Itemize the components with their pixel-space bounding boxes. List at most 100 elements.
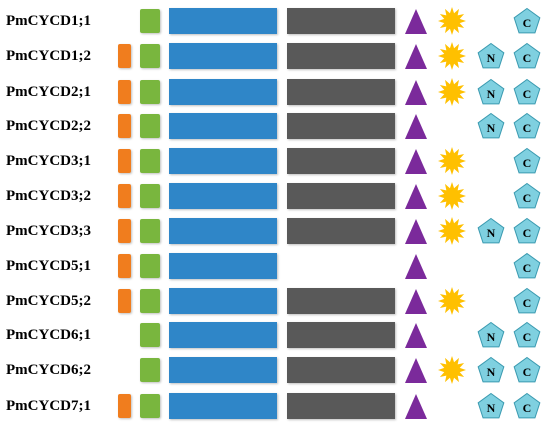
c-pentagon-icon: C [513, 217, 541, 244]
starburst-icon [438, 182, 466, 210]
c-pentagon-letter: C [523, 296, 532, 310]
c-pentagon-letter: C [523, 16, 532, 30]
gene-row: PmCYCD6;2 N C [0, 356, 550, 384]
n-pentagon-letter: N [487, 51, 496, 65]
blue-domain-bar [169, 253, 277, 279]
blue-domain-bar [169, 8, 277, 34]
triangle-icon [405, 254, 427, 279]
orange-motif-box [118, 80, 131, 104]
c-pentagon-letter: C [523, 191, 532, 205]
blue-domain-bar [169, 79, 277, 105]
gray-domain-bar [287, 148, 395, 174]
c-pentagon-letter: C [523, 121, 532, 135]
green-motif-box [140, 44, 160, 68]
blue-domain-bar [169, 183, 277, 209]
c-pentagon-letter: C [523, 330, 532, 344]
starburst-icon [438, 7, 466, 35]
n-pentagon-letter: N [487, 226, 496, 240]
green-motif-box [140, 323, 160, 347]
orange-motif-box [118, 289, 131, 313]
n-pentagon-letter: N [487, 401, 496, 415]
triangle-icon [405, 80, 427, 105]
gene-label: PmCYCD2;2 [6, 118, 91, 134]
n-pentagon-icon: N [477, 321, 505, 348]
orange-motif-box [118, 394, 131, 418]
gene-label: PmCYCD1;1 [6, 13, 91, 29]
triangle-icon [405, 114, 427, 139]
c-pentagon-icon: C [513, 392, 541, 419]
blue-domain-bar [169, 288, 277, 314]
green-motif-box [140, 358, 160, 382]
gene-label: PmCYCD6;1 [6, 327, 91, 343]
gene-row: PmCYCD5;2 C [0, 287, 550, 315]
triangle-icon [405, 44, 427, 69]
gray-domain-bar [287, 43, 395, 69]
gene-row: PmCYCD1;2 N C [0, 42, 550, 70]
c-pentagon-icon: C [513, 321, 541, 348]
blue-domain-bar [169, 148, 277, 174]
triangle-icon [405, 323, 427, 348]
gene-label: PmCYCD5;2 [6, 293, 91, 309]
blue-domain-bar [169, 113, 277, 139]
c-pentagon-icon: C [513, 147, 541, 174]
n-pentagon-icon: N [477, 112, 505, 139]
starburst-icon [438, 287, 466, 315]
triangle-icon [405, 219, 427, 244]
starburst-icon [438, 42, 466, 70]
green-motif-box [140, 289, 160, 313]
n-pentagon-icon: N [477, 392, 505, 419]
green-motif-box [140, 114, 160, 138]
blue-domain-bar [169, 43, 277, 69]
n-pentagon-letter: N [487, 330, 496, 344]
gene-label: PmCYCD3;2 [6, 188, 91, 204]
gene-row: PmCYCD1;1 C [0, 7, 550, 35]
gene-row: PmCYCD6;1 N C [0, 321, 550, 348]
green-motif-box [140, 219, 160, 243]
gray-domain-bar [287, 183, 395, 209]
orange-motif-box [118, 184, 131, 208]
c-pentagon-icon: C [513, 7, 541, 34]
gene-label: PmCYCD2;1 [6, 84, 91, 100]
gene-row: PmCYCD5;1 C [0, 252, 550, 279]
triangle-icon [405, 358, 427, 383]
orange-motif-box [118, 254, 131, 278]
gene-label: PmCYCD7;1 [6, 398, 91, 414]
gene-label: PmCYCD3;3 [6, 223, 91, 239]
c-pentagon-icon: C [513, 356, 541, 383]
blue-domain-bar [169, 393, 277, 419]
gray-domain-bar [287, 218, 395, 244]
c-pentagon-icon: C [513, 252, 541, 279]
triangle-icon [405, 184, 427, 209]
c-pentagon-letter: C [523, 156, 532, 170]
gene-row: PmCYCD7;1 N C [0, 392, 550, 419]
gene-row: PmCYCD2;2 N C [0, 112, 550, 139]
n-pentagon-icon: N [477, 217, 505, 244]
gene-label: PmCYCD5;1 [6, 258, 91, 274]
gene-label: PmCYCD1;2 [6, 48, 91, 64]
gene-label: PmCYCD3;1 [6, 153, 91, 169]
blue-domain-bar [169, 357, 277, 383]
c-pentagon-letter: C [523, 226, 532, 240]
gray-domain-bar [287, 288, 395, 314]
starburst-icon [438, 217, 466, 245]
gray-domain-bar [287, 113, 395, 139]
gene-row: PmCYCD3;2 C [0, 182, 550, 210]
n-pentagon-letter: N [487, 87, 496, 101]
gray-domain-bar [287, 79, 395, 105]
triangle-icon [405, 394, 427, 419]
orange-motif-box [118, 44, 131, 68]
green-motif-box [140, 254, 160, 278]
green-motif-box [140, 149, 160, 173]
c-pentagon-icon: C [513, 78, 541, 105]
c-pentagon-letter: C [523, 365, 532, 379]
triangle-icon [405, 149, 427, 174]
green-motif-box [140, 9, 160, 33]
triangle-icon [405, 289, 427, 314]
gene-label: PmCYCD6;2 [6, 362, 91, 378]
n-pentagon-icon: N [477, 42, 505, 69]
blue-domain-bar [169, 218, 277, 244]
starburst-icon [438, 78, 466, 106]
c-pentagon-icon: C [513, 42, 541, 69]
orange-motif-box [118, 149, 131, 173]
